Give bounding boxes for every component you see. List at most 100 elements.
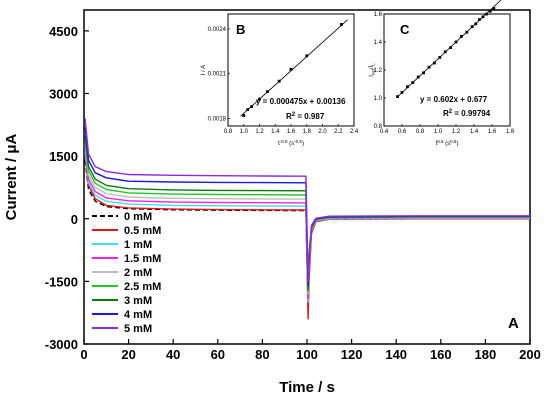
- inset_c-data-point: [427, 65, 431, 69]
- inset_b-data-point: [250, 105, 254, 108]
- inset-b-y-label: I / A: [201, 65, 207, 75]
- x-tick-label: 140: [385, 347, 407, 362]
- inset_c-x-tick-label: 1.4: [470, 129, 479, 135]
- y-tick-label: 4500: [49, 24, 78, 39]
- inset_c-data-point: [474, 22, 478, 26]
- inset_b-x-tick-label: 0.8: [224, 129, 233, 135]
- inset_c-data-point: [422, 71, 425, 75]
- inset_c-data-point: [443, 50, 447, 54]
- x-tick-label: 120: [341, 347, 363, 362]
- inset-b-axes: 0.8 1.0 1.2 1.4 1.6 1.8 2.0 2.2 2.4 0.0018 0.0021 0…: [208, 19, 359, 135]
- inset_b-data-point: [277, 79, 281, 83]
- legend-entry-label: 1.5 mM: [124, 253, 161, 265]
- inset_b-data-point: [340, 23, 343, 26]
- main-series-group: [84, 118, 530, 320]
- legend: 0 mM 0.5 mM 1 mM 1.5 mM 2 mM 2.5 mM 3 mM 4 mM 5 …: [92, 211, 161, 335]
- y-tick-label: -1500: [45, 274, 78, 289]
- inset-c-frame: [383, 13, 511, 127]
- inset_c-data-point: [465, 30, 469, 34]
- x-tick-label: 200: [519, 347, 541, 362]
- inset_b-x-tick-label: 2.0: [318, 129, 327, 135]
- inset_b-data-point: [265, 90, 269, 94]
- inset_c-y-tick-label: 0.8: [374, 124, 383, 130]
- inset_b-data-point: [305, 54, 309, 58]
- inset-c: 0.4 0.6 0.8 1.0 1.2 1.4 1.6 1.80.81.01.21.41.6 …: [369, 0, 515, 147]
- inset_b-y-tick-label: 0.0024: [208, 27, 227, 33]
- inset_c-data-point: [460, 35, 463, 38]
- main-axes: 0 20 40 60 80 100 120 140 160 180 200 -3000 -1500 0 15…: [45, 24, 541, 362]
- x-tick-label: 40: [166, 347, 180, 362]
- y-tick-label: 3000: [49, 87, 78, 102]
- inset_c-data-point: [478, 18, 481, 21]
- y-tick-label: 1500: [49, 149, 78, 164]
- inset_c-y-tick-label: 1.0: [374, 96, 383, 102]
- inset_b-x-tick-label: 1.2: [255, 129, 264, 135]
- x-axis-label: Time / s: [279, 379, 335, 396]
- inset_c-x-tick-label: 0.4: [380, 129, 389, 135]
- inset_c-data-point: [416, 75, 420, 79]
- inset_c-data-point: [449, 46, 452, 49]
- inset_b-x-tick-label: 1.4: [271, 129, 280, 135]
- legend-entry-label: 3 mM: [124, 295, 152, 307]
- inset_b-data-point: [289, 67, 293, 71]
- inset_b-x-tick-label: 1.6: [287, 129, 296, 135]
- inset_c-x-tick-label: 1.0: [434, 129, 443, 135]
- inset_c-y-tick-label: 1.4: [374, 40, 383, 46]
- inset-c-axes: 0.4 0.6 0.8 1.0 1.2 1.4 1.6 1.8 0.8 1.0 1.2 1.4 1.6: [374, 0, 515, 135]
- inset_c-data-point: [396, 95, 399, 98]
- y-tick-label: -3000: [45, 337, 78, 352]
- legend-entry-label: 1 mM: [124, 239, 152, 251]
- inset-c-equation: y = 0.602x + 0.677: [420, 95, 488, 104]
- x-tick-label: 100: [296, 347, 318, 362]
- inset-c-r2: R2 = 0.99794: [443, 109, 491, 118]
- inset-c-y-label: Icat/IL: [369, 63, 376, 77]
- x-tick-label: 80: [255, 347, 269, 362]
- inset-c-label: C: [400, 22, 410, 37]
- inset_b-y-tick-label: 0.0021: [208, 72, 227, 78]
- inset_c-data-point: [411, 81, 415, 84]
- legend-entry-label: 2 mM: [124, 267, 152, 279]
- inset_b-y-tick-label: 0.0018: [208, 117, 227, 123]
- inset_c-y-tick-label: 1.6: [374, 12, 383, 18]
- legend-entry-label: 2.5 mM: [124, 281, 161, 293]
- inset_c-x-tick-label: 1.2: [452, 129, 461, 135]
- inset-b: 0.8 1.0 1.2 1.4 1.6 1.8 2.0 2.2 2.4 0.0018 0.0021 0…: [201, 13, 359, 147]
- inset-b-equation: y = 0.000475x + 0.00136: [256, 97, 346, 106]
- inset_c-x-tick-label: 1.6: [488, 129, 497, 135]
- inset_c-data-point: [488, 9, 492, 13]
- inset_b-x-tick-label: 2.2: [334, 129, 343, 135]
- inset_c-y-tick-label: 1.2: [374, 68, 383, 74]
- legend-entry-label: 0.5 mM: [124, 225, 161, 237]
- series-line-5-mm: [84, 118, 530, 283]
- panel-label-a: A: [508, 315, 519, 332]
- inset_b-x-tick-label: 1.8: [303, 129, 312, 135]
- inset_c-data-point: [406, 85, 409, 89]
- inset_c-x-tick-label: 1.8: [506, 129, 515, 135]
- inset-b-r2: R2 = 0.987: [286, 112, 325, 121]
- inset_c-data-point: [492, 7, 496, 10]
- inset-b-x-label: t-0.5 (s-0.5): [278, 139, 304, 147]
- inset_b-data-point: [242, 114, 246, 117]
- inset_c-data-point: [433, 61, 436, 65]
- y-axis-label: Current / μA: [3, 133, 20, 220]
- inset_c-data-point: [454, 40, 458, 44]
- x-tick-label: 180: [475, 347, 497, 362]
- inset_c-data-point: [481, 15, 485, 19]
- legend-entry-label: 0 mM: [124, 211, 152, 223]
- legend-entry-label: 4 mM: [124, 309, 152, 321]
- legend-entry-label: 5 mM: [124, 323, 152, 335]
- x-tick-label: 0: [80, 347, 87, 362]
- inset_c-data-point: [470, 25, 474, 28]
- x-tick-label: 60: [211, 347, 225, 362]
- inset-c-x-label: t0.5 (s0.5): [436, 139, 459, 147]
- inset_c-data-point: [485, 12, 488, 16]
- inset_b-data-point: [258, 97, 261, 101]
- inset_c-x-tick-label: 0.8: [416, 129, 425, 135]
- inset_b-data-point: [246, 108, 250, 111]
- inset_c-x-tick-label: 0.6: [398, 129, 407, 135]
- y-tick-label: 0: [71, 212, 78, 227]
- x-tick-label: 160: [430, 347, 452, 362]
- inset_b-x-tick-label: 2.4: [350, 129, 359, 135]
- x-tick-label: 20: [121, 347, 135, 362]
